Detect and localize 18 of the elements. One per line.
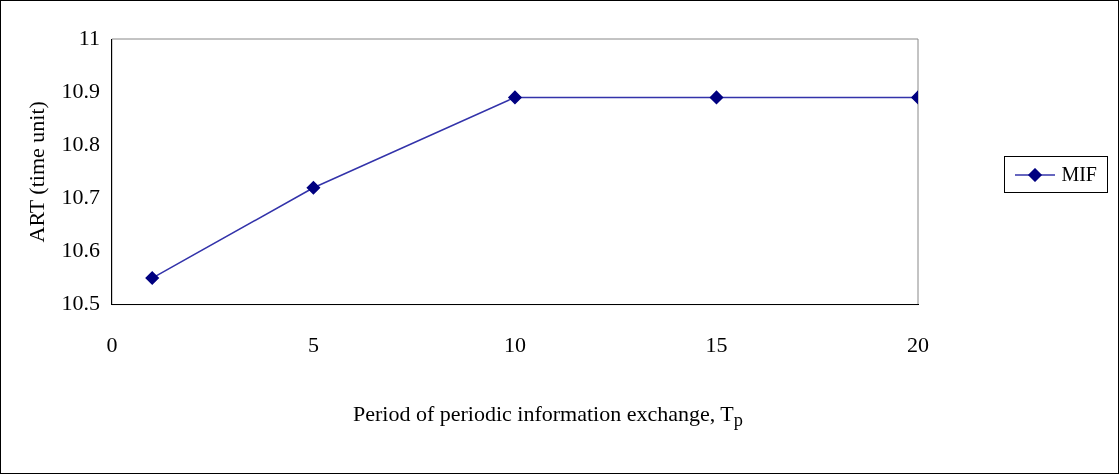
x-tick-label: 5 [307,331,319,357]
x-tick-label: 15 [705,331,728,357]
x-tick-label: 20 [907,331,929,357]
x-axis-title: Period of periodic information exchange, T$_{p}$ [352,401,744,432]
point [709,90,724,105]
y-tick-label: 10.7 [61,184,100,210]
y-tick-label: 11 [78,24,100,50]
x-tick-label: 0 [106,331,118,357]
y-tick-label: 10.9 [61,77,100,103]
y-tick-label: 10.5 [61,290,100,316]
point [508,90,522,105]
point [306,180,321,195]
y-tick-label: 10.6 [61,237,100,263]
legend-label: MIF [1061,163,1097,186]
y-tick-label: 10.8 [61,131,100,157]
x-tick-label: 10 [503,331,526,357]
point [145,271,159,285]
y-axis-title: ART (time unit) [23,101,49,243]
